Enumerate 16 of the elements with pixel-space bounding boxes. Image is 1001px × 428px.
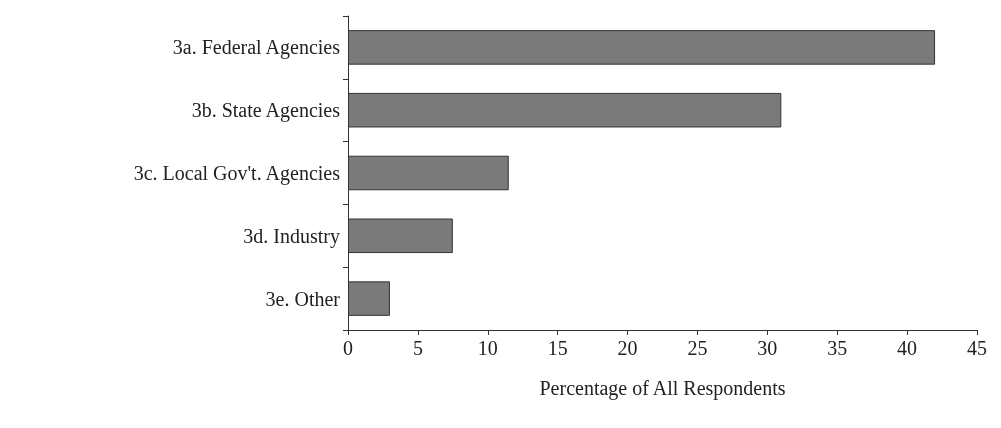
x-tick-label: 35 [827,337,848,359]
x-tick-label: 45 [967,337,987,359]
y-tick-label: 3d. Industry [243,224,340,248]
y-tick-label: 3b. State Agencies [191,99,341,123]
x-tick-label: 5 [412,337,423,359]
x-tick-label: 20 [617,337,638,359]
x-tick-label: 0 [343,337,353,359]
x-tick-label: 10 [477,337,498,359]
y-tick-label: 3c. Local Gov't. Agencies [133,162,341,185]
x-tick-label: 40 [897,337,918,359]
x-axis-title: Percentage of All Respondents [539,377,786,400]
x-tick-label: 25 [687,337,708,359]
y-tick-label: 3a. Federal Agencies [172,36,341,60]
x-tick-label: 30 [757,337,778,359]
y-tick-label: 3e. Other [265,287,341,310]
x-tick-label: 15 [547,337,568,359]
